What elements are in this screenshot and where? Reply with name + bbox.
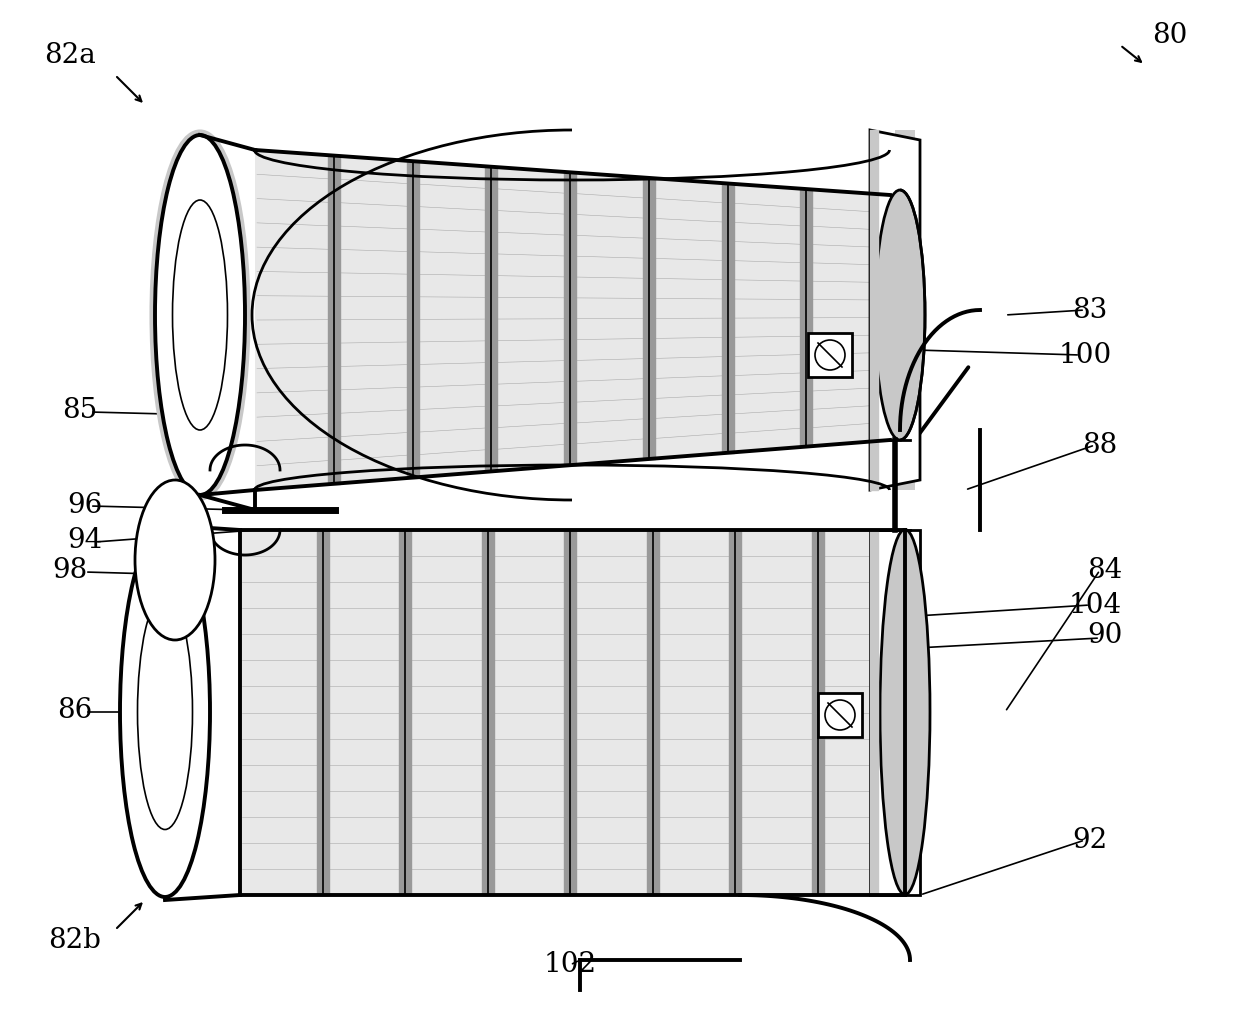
Text: 104: 104 — [1069, 592, 1121, 618]
Polygon shape — [241, 530, 905, 895]
Bar — [895, 530, 915, 895]
Text: 88: 88 — [1083, 432, 1117, 459]
Polygon shape — [491, 167, 570, 471]
Text: 84: 84 — [1087, 556, 1122, 583]
Text: 85: 85 — [62, 397, 98, 424]
Ellipse shape — [172, 200, 227, 430]
Text: 82a: 82a — [45, 41, 95, 68]
Bar — [808, 333, 852, 377]
Bar — [818, 693, 862, 737]
Text: 86: 86 — [57, 696, 93, 723]
Text: 94: 94 — [67, 526, 103, 553]
Polygon shape — [870, 530, 920, 895]
Text: 98: 98 — [52, 556, 88, 583]
Polygon shape — [806, 190, 885, 447]
Polygon shape — [255, 150, 890, 490]
Bar — [895, 130, 915, 490]
Polygon shape — [870, 130, 920, 490]
Text: 80: 80 — [1152, 22, 1188, 49]
Text: 100: 100 — [1059, 342, 1111, 369]
Polygon shape — [649, 178, 728, 459]
Text: 83: 83 — [1073, 296, 1107, 323]
Ellipse shape — [135, 480, 215, 640]
Text: 90: 90 — [1087, 622, 1122, 649]
Text: 92: 92 — [1073, 827, 1107, 854]
Ellipse shape — [120, 527, 210, 897]
Ellipse shape — [815, 340, 844, 370]
Polygon shape — [728, 183, 806, 453]
Ellipse shape — [138, 595, 192, 830]
Text: 82b: 82b — [48, 926, 102, 953]
Polygon shape — [413, 162, 491, 478]
Polygon shape — [255, 150, 334, 490]
Text: 102: 102 — [543, 951, 596, 978]
Ellipse shape — [880, 529, 930, 894]
Ellipse shape — [155, 135, 246, 495]
Polygon shape — [570, 173, 649, 465]
Ellipse shape — [825, 700, 856, 730]
Polygon shape — [334, 155, 413, 484]
Text: 96: 96 — [67, 491, 103, 518]
Ellipse shape — [875, 190, 925, 440]
